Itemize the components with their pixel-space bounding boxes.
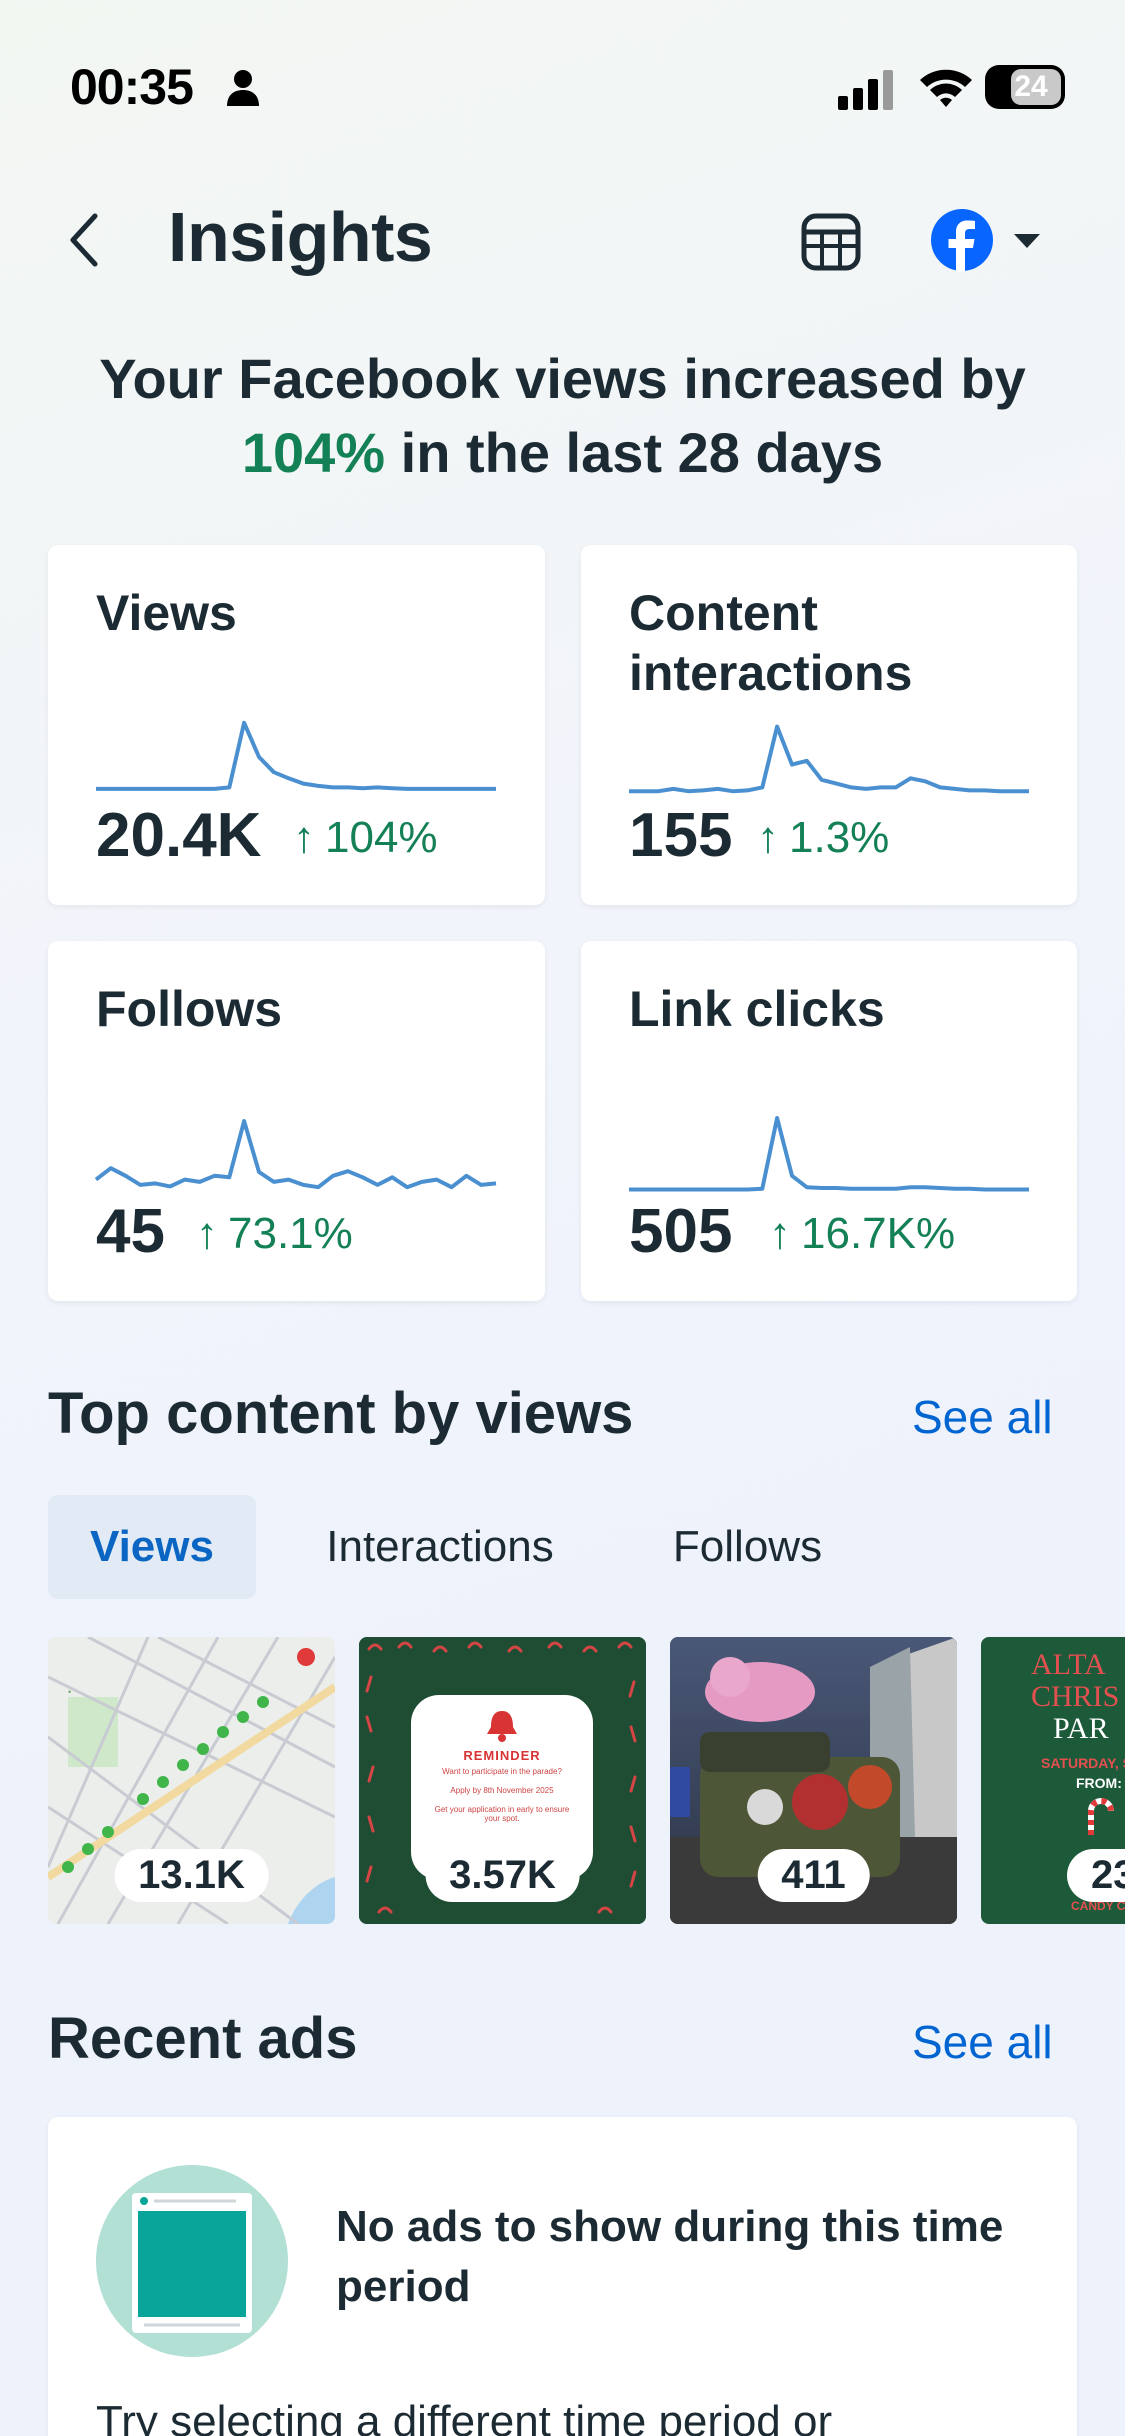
tab-views[interactable]: Views bbox=[48, 1495, 256, 1599]
parade-from-text: FROM: bbox=[1076, 1775, 1122, 1791]
content-view-count: 411 bbox=[757, 1849, 870, 1902]
headline-prefix: Your Facebook views increased by bbox=[99, 347, 1026, 410]
metric-title: Link clicks bbox=[629, 981, 885, 1037]
content-view-count: 13.1K bbox=[114, 1849, 269, 1902]
metric-trend-chart bbox=[629, 1116, 1029, 1192]
recent-ads-see-all-link[interactable]: See all bbox=[912, 2016, 1053, 2068]
status-time: 00:35 bbox=[70, 59, 194, 115]
page-title: Insights bbox=[168, 198, 433, 276]
metric-card-views[interactable]: Views 20.4K ↑ 104% bbox=[48, 545, 545, 905]
no-ads-title: No ads to show during this time period bbox=[336, 2202, 1004, 2311]
parade-poster-text: ALTA CHRIS PAR bbox=[1031, 1648, 1120, 1745]
reminder-text: Get your application in early to ensure … bbox=[434, 1805, 570, 1823]
recent-ads-title: Recent ads bbox=[48, 2006, 358, 2071]
arrow-up-icon: ↑ bbox=[757, 813, 779, 862]
person-icon bbox=[227, 70, 259, 106]
content-view-count: 3.57K bbox=[425, 1849, 580, 1902]
arrow-up-icon: ↑ bbox=[196, 1209, 218, 1258]
svg-text:•: • bbox=[68, 1687, 71, 1697]
tab-interactions[interactable]: Interactions bbox=[326, 1522, 554, 1571]
metric-card-content-interactions[interactable]: Content interactions 155 ↑ 1.3% bbox=[581, 545, 1077, 905]
metric-change: ↑ 73.1% bbox=[196, 1209, 353, 1258]
metric-title: Follows bbox=[96, 981, 283, 1037]
metric-value: 505 bbox=[629, 1197, 733, 1266]
top-content-item-reminder[interactable]: REMINDER Want to participate in the para… bbox=[359, 1637, 646, 1924]
reminder-heading: REMINDER bbox=[463, 1748, 541, 1763]
arrow-up-icon: ↑ bbox=[293, 813, 315, 862]
top-content-item-photo[interactable]: 411 bbox=[670, 1637, 957, 1924]
top-content-title: Top content by views bbox=[48, 1381, 634, 1446]
metric-trend-chart bbox=[629, 724, 1029, 794]
metric-card-follows[interactable]: Follows 45 ↑ 73.1% bbox=[48, 941, 545, 1301]
no-ads-body: Try selecting a different time period or bbox=[96, 2397, 833, 2436]
back-icon[interactable] bbox=[65, 210, 105, 270]
candy-cane-icon bbox=[1088, 1798, 1114, 1835]
metric-trend-chart bbox=[94, 1119, 497, 1190]
calendar-icon[interactable] bbox=[800, 210, 862, 272]
metric-title: Views bbox=[96, 585, 237, 641]
map-thumbnail: • bbox=[48, 1637, 335, 1924]
battery-icon: 24 bbox=[985, 65, 1065, 109]
metric-change: ↑ 16.7K% bbox=[769, 1209, 956, 1258]
headline-suffix: in the last 28 days bbox=[400, 421, 884, 484]
wifi-icon bbox=[920, 69, 972, 107]
top-content-see-all-link[interactable]: See all bbox=[912, 1391, 1053, 1443]
bell-icon bbox=[487, 1711, 517, 1742]
metric-trend-chart bbox=[96, 720, 496, 791]
facebook-icon[interactable] bbox=[930, 208, 994, 272]
reminder-text: Apply by 8th November 2025 bbox=[450, 1786, 554, 1795]
trend-line bbox=[94, 1119, 497, 1190]
ad-placeholder-illustration bbox=[96, 2165, 288, 2357]
parade-date-text: SATURDAY, S bbox=[1041, 1755, 1125, 1771]
trend-line bbox=[629, 1116, 1029, 1192]
metric-card-link-clicks[interactable]: Link clicks 505 ↑ 16.7K% bbox=[581, 941, 1077, 1301]
metric-value: 155 bbox=[629, 801, 733, 870]
arrow-up-icon: ↑ bbox=[769, 1209, 791, 1258]
metric-change: ↑ 1.3% bbox=[757, 813, 890, 862]
battery-level: 24 bbox=[1014, 70, 1048, 103]
parade-footer-text: CANDY C bbox=[1071, 1899, 1125, 1913]
metric-title: Content interactions bbox=[629, 585, 913, 701]
chevron-down-icon[interactable] bbox=[1012, 232, 1042, 250]
trend-line bbox=[629, 724, 1029, 794]
metric-change: ↑ 104% bbox=[293, 813, 438, 862]
content-view-count: 23 bbox=[1067, 1849, 1125, 1902]
top-content-item-map[interactable]: • 13.1K bbox=[48, 1637, 335, 1924]
trend-line bbox=[96, 720, 496, 791]
insight-headline: Your Facebook views increased by 104% in… bbox=[30, 342, 1095, 490]
metric-value: 20.4K bbox=[96, 801, 262, 870]
metric-value: 45 bbox=[96, 1197, 165, 1266]
reminder-text: Want to participate in the parade? bbox=[442, 1767, 562, 1776]
tab-follows[interactable]: Follows bbox=[672, 1522, 823, 1571]
top-content-item-christmas-parade[interactable]: ALTA CHRIS PAR SATURDAY, S FROM: CANDY C… bbox=[981, 1637, 1125, 1924]
cellular-signal-icon bbox=[838, 70, 893, 110]
headline-highlight: 104% bbox=[241, 421, 386, 484]
recent-ads-card: No ads to show during this time period T… bbox=[48, 2117, 1077, 2436]
parade-photo bbox=[670, 1637, 957, 1924]
